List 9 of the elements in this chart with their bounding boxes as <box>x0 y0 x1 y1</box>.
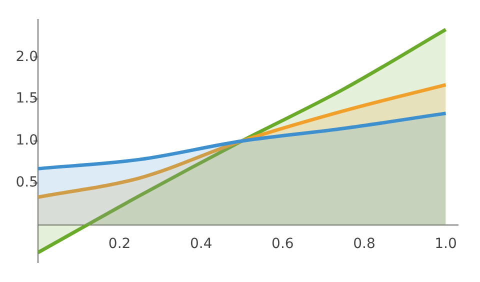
x-tick-label: 1.0 <box>434 236 457 252</box>
x-tick-label: 0.4 <box>190 236 212 252</box>
x-tick-label: 0.2 <box>108 236 131 252</box>
y-tick-label: 1.0 <box>16 132 38 149</box>
y-tick-label: 1.5 <box>16 90 38 107</box>
x-tick-label: 0.8 <box>353 236 376 252</box>
y-tick-label: 2.0 <box>16 48 38 65</box>
x-tick-label: 0.6 <box>272 236 294 252</box>
y-tick-label: 0.5 <box>16 174 38 191</box>
